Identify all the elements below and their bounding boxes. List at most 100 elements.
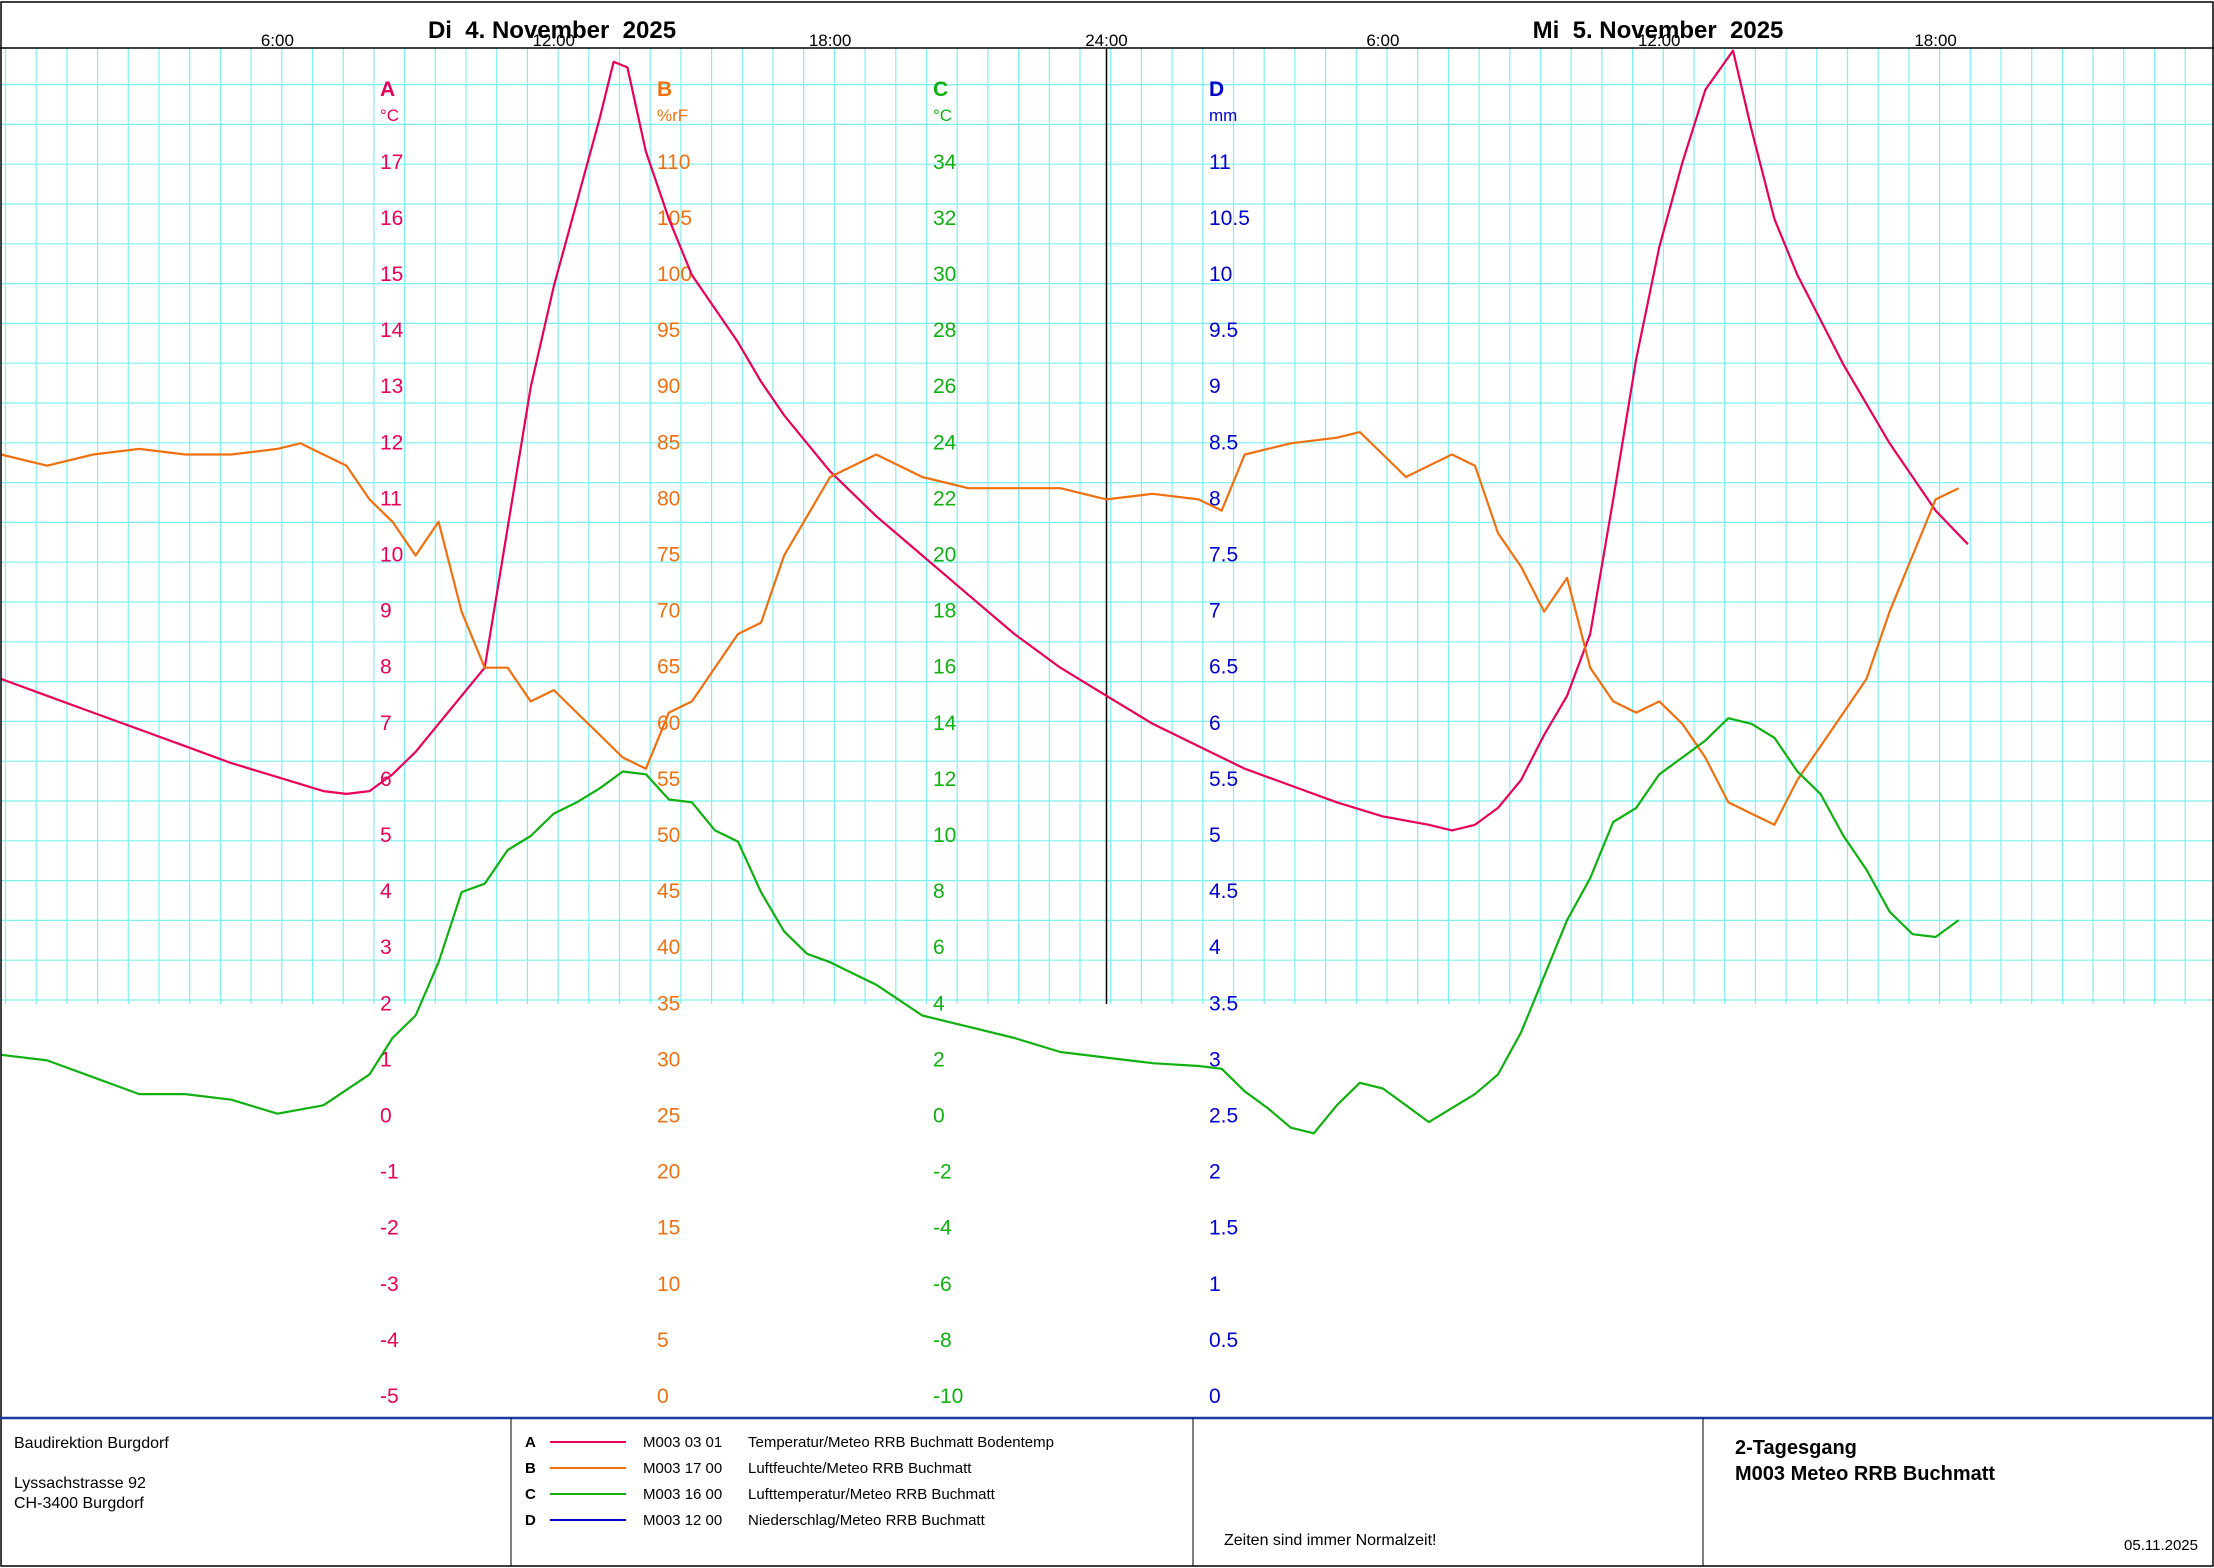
- axis-tick-label: 3.5: [1209, 992, 1238, 1015]
- axis-tick-label: 95: [657, 319, 680, 342]
- axis-tick-label: 2.5: [1209, 1105, 1238, 1128]
- axis-tick-label: -5: [380, 1385, 399, 1408]
- time-axis-labels: 6:00 12:00 18:00 24:00 6:00 12:00 18:00: [261, 31, 1957, 50]
- time-label: 18:00: [809, 31, 852, 50]
- axis-tick-label: 70: [657, 600, 680, 623]
- axis-tick-label: -3: [380, 1273, 399, 1296]
- org-city: CH-3400 Burgdorf: [14, 1495, 144, 1512]
- axis-tick-label: 5.5: [1209, 768, 1238, 791]
- report-title-1: 2-Tagesgang: [1735, 1437, 1857, 1459]
- legend-code: M003 03 01: [643, 1434, 722, 1451]
- axis-tick-label: -10: [933, 1385, 963, 1408]
- time-label: 6:00: [1366, 31, 1399, 50]
- axis-tick-label: -1: [380, 1161, 399, 1184]
- axis-tick-label: 85: [657, 431, 680, 454]
- legend-code: M003 12 00: [643, 1512, 722, 1529]
- axis-tick-label: 30: [657, 1048, 680, 1071]
- axis-tick-label: 65: [657, 656, 680, 679]
- legend-letter: C: [525, 1486, 536, 1503]
- axis-tick-label: 110: [657, 151, 690, 174]
- axis-unit: %rF: [657, 106, 688, 125]
- legend-letter: D: [525, 1512, 536, 1529]
- axis-tick-label: 7: [1209, 600, 1221, 623]
- axis-c-scale: C°C3432302826242220181614121086420-2-4-6…: [933, 78, 963, 1408]
- axis-tick-label: 10: [933, 824, 956, 847]
- axis-tick-label: 18: [933, 600, 956, 623]
- axis-tick-label: 20: [933, 544, 956, 567]
- axis-tick-label: 0: [933, 1105, 945, 1128]
- axis-tick-label: 28: [933, 319, 956, 342]
- axis-tick-label: 12: [933, 768, 956, 791]
- axis-tick-label: 9.5: [1209, 319, 1238, 342]
- axis-tick-label: 10: [380, 544, 403, 567]
- axis-tick-label: 5: [380, 824, 392, 847]
- axis-tick-label: 0.5: [1209, 1329, 1238, 1352]
- axis-tick-label: 11: [380, 487, 402, 510]
- report-title-2: M003 Meteo RRB Buchmatt: [1735, 1463, 1995, 1485]
- axis-tick-label: 8.5: [1209, 431, 1238, 454]
- axis-tick-label: 1.5: [1209, 1217, 1238, 1240]
- axis-tick-label: 14: [380, 319, 404, 342]
- axis-tick-label: 40: [657, 936, 680, 959]
- axis-tick-label: 10: [1209, 263, 1232, 286]
- axis-d-scale: Dmm1110.5109.598.587.576.565.554.543.532…: [1209, 78, 1250, 1408]
- day2-title: Mi 5. November 2025: [1533, 17, 1784, 44]
- axis-tick-label: 50: [657, 824, 680, 847]
- axis-tick-label: 26: [933, 375, 956, 398]
- axis-tick-label: 8: [1209, 487, 1221, 510]
- axis-tick-label: 0: [380, 1105, 392, 1128]
- axis-tick-label: 5: [657, 1329, 669, 1352]
- axis-tick-label: 4: [380, 880, 392, 903]
- time-note: Zeiten sind immer Normalzeit!: [1224, 1532, 1437, 1549]
- time-label: 6:00: [261, 31, 294, 50]
- legend-entry: D M003 12 00 Niederschlag/Meteo RRB Buchma…: [525, 1512, 986, 1529]
- axis-tick-label: 22: [933, 487, 956, 510]
- axis-scales: A°C17161514131211109876543210-1-2-3-4-5B…: [380, 78, 1250, 1408]
- series-line-b: [0, 431, 1960, 826]
- axis-tick-label: 17: [380, 151, 403, 174]
- axis-unit: °C: [380, 106, 399, 125]
- axis-tick-label: -4: [933, 1217, 952, 1240]
- axis-tick-label: 10.5: [1209, 207, 1250, 230]
- axis-tick-label: 7: [380, 712, 392, 735]
- axis-tick-label: 2: [380, 992, 392, 1015]
- legend-letter: A: [525, 1434, 536, 1451]
- axis-letter: D: [1209, 78, 1224, 101]
- axis-tick-label: 15: [380, 263, 403, 286]
- time-label: 12:00: [532, 31, 575, 50]
- day1-title: Di 4. November 2025: [428, 17, 676, 44]
- axis-tick-label: -2: [933, 1161, 952, 1184]
- axis-tick-label: 6: [933, 936, 945, 959]
- legend-code: M003 16 00: [643, 1486, 722, 1503]
- report-date: 05.11.2025: [2124, 1537, 2198, 1554]
- axis-tick-label: 15: [657, 1217, 680, 1240]
- axis-tick-label: 3: [1209, 1048, 1221, 1071]
- legend: A M003 03 01 Temperatur/Meteo RRB Buchmatt…: [525, 1434, 1054, 1529]
- axis-tick-label: 6: [1209, 712, 1221, 735]
- axis-tick-label: -6: [933, 1273, 952, 1296]
- legend-series-name: Temperatur/Meteo RRB Buchmatt Bodentemp: [748, 1434, 1054, 1451]
- axis-tick-label: 0: [657, 1385, 669, 1408]
- legend-entry: A M003 03 01 Temperatur/Meteo RRB Buchmatt…: [525, 1434, 1054, 1451]
- plot-grid: [0, 47, 2214, 1004]
- axis-tick-label: 14: [933, 712, 957, 735]
- axis-letter: C: [933, 78, 948, 101]
- axis-tick-label: 75: [657, 544, 680, 567]
- axis-tick-label: 105: [657, 207, 692, 230]
- axis-tick-label: 12: [380, 431, 403, 454]
- axis-tick-label: 100: [657, 263, 692, 286]
- axis-letter: A: [380, 78, 395, 101]
- axis-tick-label: -2: [380, 1217, 399, 1240]
- axis-tick-label: -8: [933, 1329, 952, 1352]
- chart-header: Di 4. November 2025 Mi 5. November 2025 …: [261, 17, 1957, 50]
- axis-tick-label: 55: [657, 768, 680, 791]
- org-street: Lyssachstrasse 92: [14, 1475, 146, 1492]
- org-name: Baudirektion Burgdorf: [14, 1435, 169, 1452]
- legend-series-name: Lufttemperatur/Meteo RRB Buchmatt: [748, 1486, 996, 1503]
- axis-tick-label: 25: [657, 1105, 680, 1128]
- axis-tick-label: -4: [380, 1329, 399, 1352]
- axis-tick-label: 16: [933, 656, 956, 679]
- axis-tick-label: 34: [933, 151, 957, 174]
